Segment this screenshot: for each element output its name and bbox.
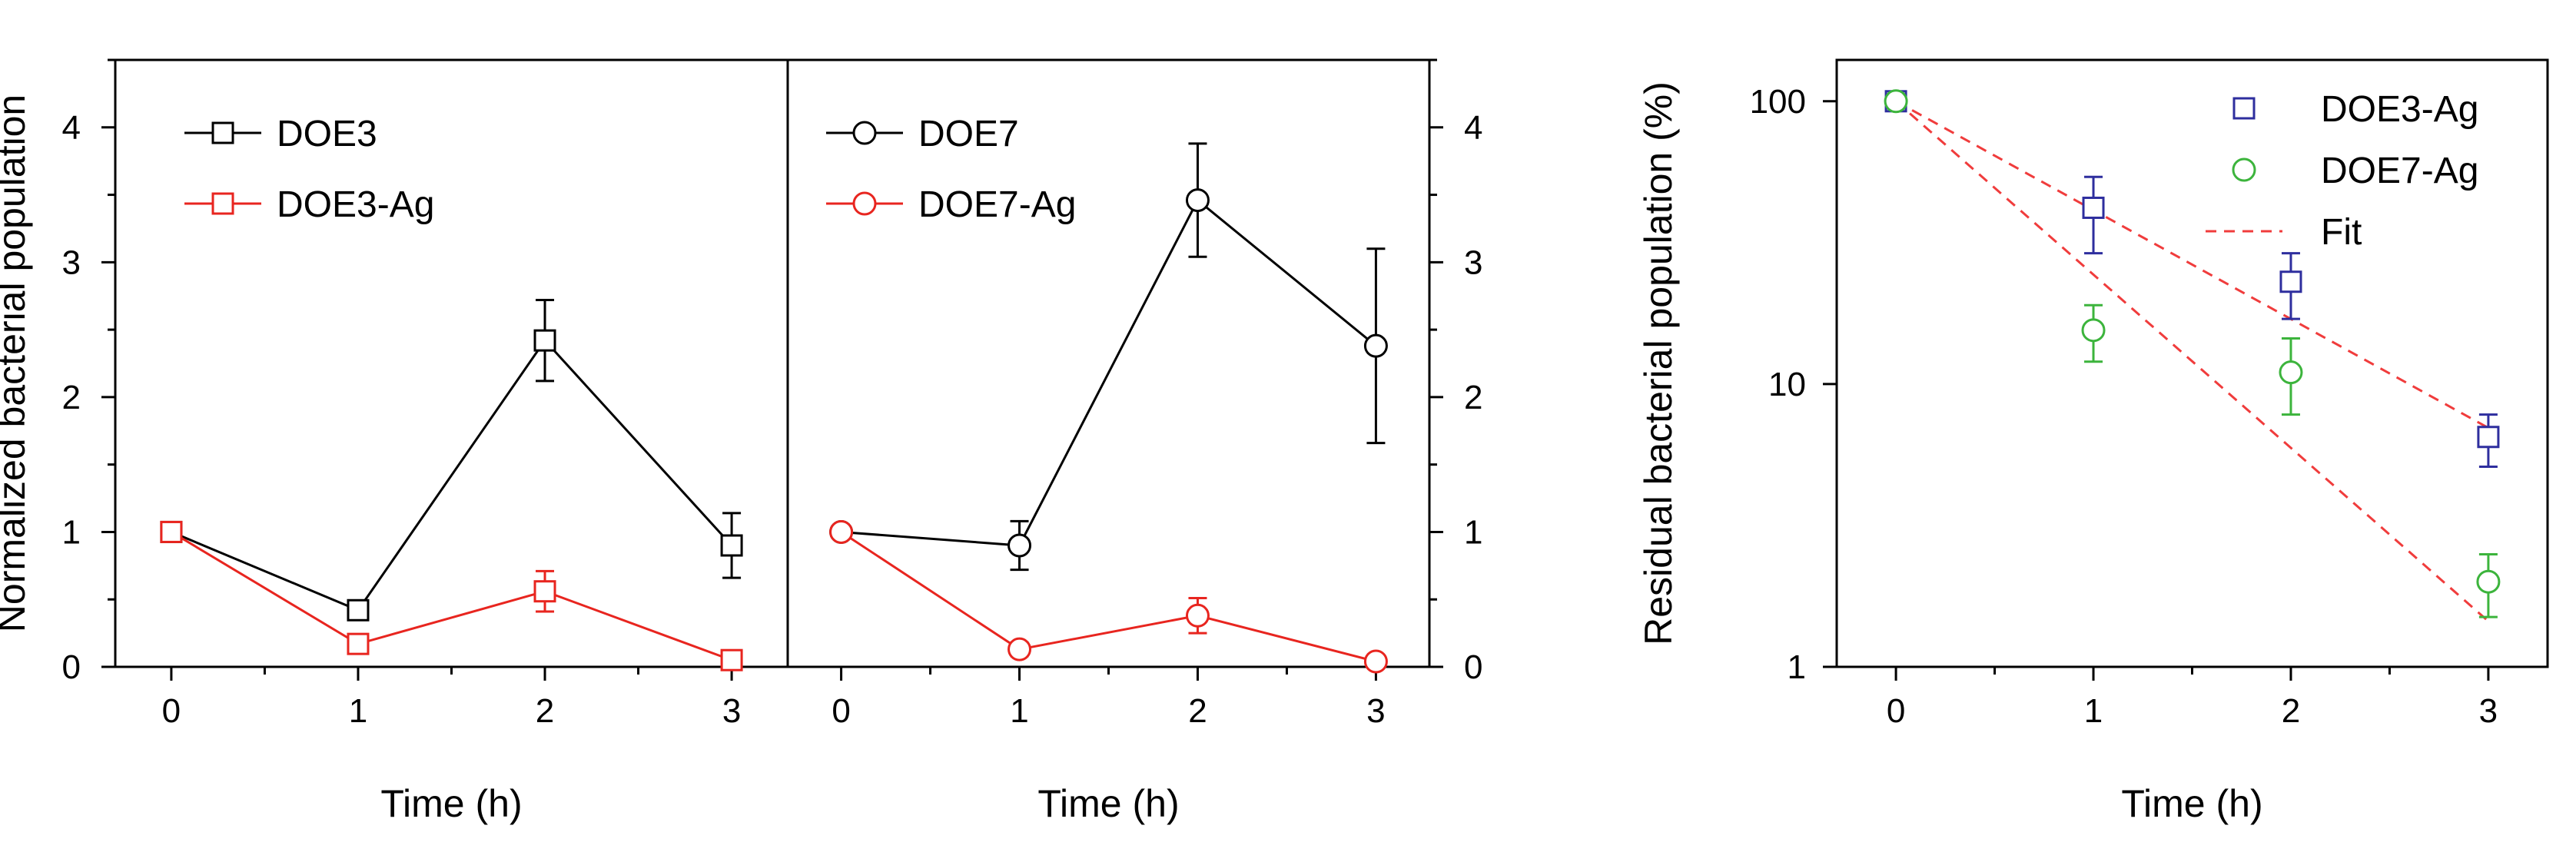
fit-line [1895,100,2489,622]
plot-frame [786,58,1431,668]
x-tick-label: 2 [2282,692,2300,730]
y-tick-label: 0 [1464,648,1482,686]
middle-panel: 0 1 2 3 Time (h) 0 1 2 3 4 DOE7 DOE7-Ag [786,58,1482,825]
x-tick-label: 1 [1010,692,1028,730]
data-point [1363,333,1388,358]
data-point [2279,360,2303,385]
x-axis-title: Time (h) [380,782,522,825]
legend-label: DOE7 [918,114,1019,154]
data-point [1185,603,1210,628]
y-tick-label: 0 [62,648,81,686]
y-tick-label: 1 [1788,648,1806,686]
legend-label: Fit [2321,212,2362,253]
data-point [533,329,556,352]
data-point [533,580,556,603]
data-point [2476,569,2501,594]
data-point [2279,270,2302,293]
legend-label: DOE7-Ag [918,184,1076,225]
y-axis-title: Residual bacterial population (%) [1637,81,1680,645]
legend-marker [852,121,877,145]
y-tick-label: 3 [62,244,81,281]
x-tick-label: 3 [1366,692,1385,730]
x-axis-title: Time (h) [1037,782,1179,825]
x-tick-label: 1 [2084,692,2103,730]
plot-frame [114,58,789,668]
series-line-doe3-ag [171,531,732,661]
x-tick-label: 1 [349,692,367,730]
data-point [347,598,370,622]
data-point [1363,649,1388,674]
y-tick-label: 10 [1768,366,1806,403]
y-tick-label: 2 [62,379,81,416]
data-point [347,632,370,655]
y-tick-label: 2 [1464,379,1482,416]
y-tick-label: 1 [62,513,81,551]
x-tick-label: 3 [2479,692,2498,730]
x-tick-label: 2 [1188,692,1207,730]
x-tick-label: 3 [722,692,741,730]
x-tick-label: 0 [832,692,850,730]
right-panel: 0 1 2 3 Time (h) 1 10 100 Residual bacterial pop… [1637,58,2549,825]
series-line-doe7 [841,198,1377,547]
y-tick-label: 4 [62,109,81,147]
y-axis-title: Normalized bacterial population [0,94,33,632]
legend-marker [2232,157,2256,182]
x-tick-label: 0 [162,692,181,730]
y-tick-label: 3 [1464,244,1482,281]
data-point [720,648,743,671]
legend-label: DOE7-Ag [2321,151,2478,191]
y-tick-label: 4 [1464,109,1482,147]
data-point [1007,637,1032,661]
data-point [1884,89,1908,114]
x-tick-label: 0 [1887,692,1905,730]
legend-marker [852,191,877,216]
series-line-doe7-ag [840,531,1376,663]
series-line-doe3 [171,338,733,612]
data-point [2082,196,2105,219]
data-point [720,534,743,557]
data-point [1185,188,1210,213]
legend-label: DOE3-Ag [277,184,434,225]
data-point [2081,318,2106,343]
data-point [1007,533,1032,558]
y-tick-label: 100 [1750,83,1806,121]
legend-label: DOE3-Ag [2321,89,2478,130]
left-panel: 0 1 2 3 Time (h) 0 1 2 3 4 Normalized bacterial po… [0,58,789,825]
legend-marker [211,121,234,144]
y-tick-label: 1 [1464,513,1482,551]
x-axis-title: Time (h) [2121,782,2262,825]
data-point [2477,426,2500,449]
legend-marker [211,192,234,215]
data-point [160,520,183,543]
data-point [829,519,854,544]
x-tick-label: 2 [536,692,554,730]
legend-marker [2232,97,2256,120]
legend-label: DOE3 [277,114,377,154]
fit-line [1895,100,2489,429]
